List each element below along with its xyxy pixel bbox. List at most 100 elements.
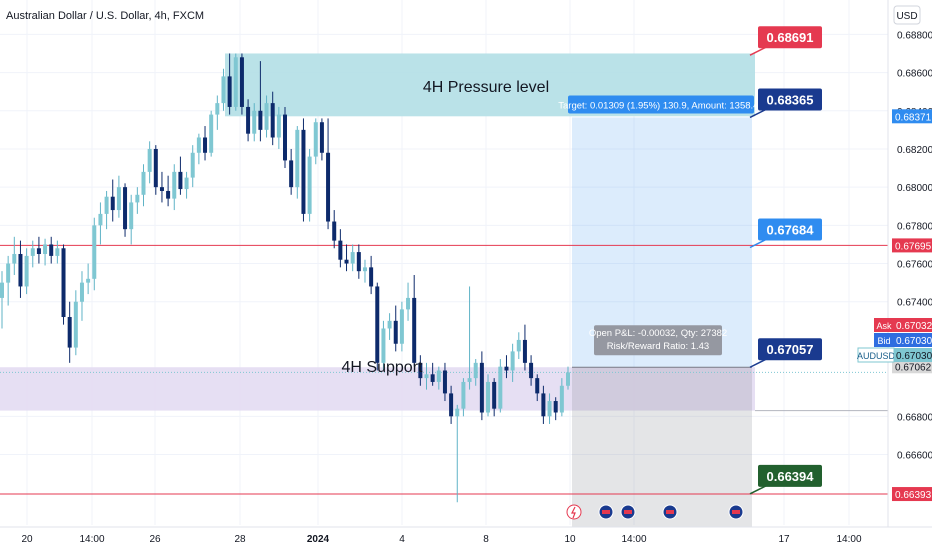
candle-body xyxy=(49,244,54,256)
ask-quote: Ask 0.67032 xyxy=(874,318,932,332)
lightning-icon xyxy=(566,504,582,520)
candle-body xyxy=(86,278,91,283)
flag-event-icon[interactable] xyxy=(598,504,614,520)
callout-box xyxy=(758,218,822,241)
candle-body xyxy=(258,110,263,130)
candle xyxy=(196,133,201,165)
bid-value-bg xyxy=(894,333,932,347)
candle xyxy=(203,126,208,161)
candle xyxy=(246,99,251,142)
price-axis[interactable]: USD0.688000.686000.684000.682000.680000.… xyxy=(857,0,932,550)
callout-box xyxy=(758,464,822,487)
candle xyxy=(449,385,454,424)
candle xyxy=(215,95,220,130)
candle-body xyxy=(399,309,404,344)
candle-body xyxy=(24,255,29,287)
candle xyxy=(227,53,232,115)
candle-body xyxy=(541,393,546,417)
ask-label: Ask xyxy=(876,321,892,331)
candle-body xyxy=(172,171,177,199)
candle-body xyxy=(252,110,257,134)
time-tick-label: 8 xyxy=(483,534,489,545)
candle xyxy=(166,175,171,207)
candle-body xyxy=(547,401,552,417)
price-tick-label: 0.68200 xyxy=(897,145,932,156)
time-axis[interactable]: 20 14:00 26 28 2024 4 8 10 14:00 17 14:00 xyxy=(0,526,932,550)
candle xyxy=(406,282,411,321)
candle-body xyxy=(233,57,238,107)
candle-body xyxy=(510,351,515,371)
candle-body xyxy=(141,171,146,195)
lightning-event-icon[interactable] xyxy=(566,504,582,520)
candle-body xyxy=(486,381,491,413)
last-price-value: 0.67030 xyxy=(896,351,932,362)
callout-value: 0.66394 xyxy=(767,469,815,484)
price-tick-label: 0.68600 xyxy=(897,69,932,80)
zones-layer xyxy=(0,53,755,411)
candle-body xyxy=(319,122,324,153)
price-tick-label: 0.68800 xyxy=(897,30,932,41)
callout-value: 0.67684 xyxy=(767,223,815,238)
callout-box xyxy=(758,26,822,49)
candle xyxy=(123,183,128,237)
callout-value: 0.67057 xyxy=(767,342,814,357)
flag-event-icon[interactable] xyxy=(728,504,744,520)
rr-text: Risk/Reward Ratio: 1.43 xyxy=(607,341,709,352)
candle-body xyxy=(270,103,275,138)
candle-body xyxy=(289,160,294,188)
candle xyxy=(43,238,48,266)
candle xyxy=(319,118,324,161)
candle xyxy=(559,378,564,417)
time-tick-label: 2024 xyxy=(307,534,330,545)
candle xyxy=(79,271,84,321)
candle xyxy=(221,68,226,111)
time-tick-label: 14:00 xyxy=(836,534,861,545)
candle xyxy=(49,236,54,264)
flag-stripe-icon xyxy=(624,510,632,514)
candle-body xyxy=(492,381,497,409)
candle-body xyxy=(553,401,558,413)
candle-body xyxy=(504,366,509,371)
candle-body xyxy=(67,317,72,348)
candle-body xyxy=(362,267,367,272)
candle xyxy=(326,118,331,230)
callout-value: 0.68691 xyxy=(767,30,814,45)
currency-button[interactable]: USD xyxy=(893,5,921,25)
candle xyxy=(566,366,570,390)
pnl-info-label: Open P&L: -0.00032, Qty: 27382 Risk/Rewar… xyxy=(589,325,727,356)
candle-body xyxy=(535,378,540,394)
bid-label: Bid xyxy=(877,336,890,346)
candle-body xyxy=(522,339,527,363)
axis-badge-text: 0.68371 xyxy=(895,112,932,123)
candle-body xyxy=(135,194,140,203)
candle xyxy=(270,91,275,146)
candle xyxy=(30,240,35,268)
time-tick-label: 17 xyxy=(778,534,790,545)
candle-body xyxy=(215,103,220,115)
candle-body xyxy=(166,190,171,199)
candle xyxy=(307,148,312,222)
candle xyxy=(338,229,343,268)
candle xyxy=(295,126,300,199)
pnl-info-bg xyxy=(594,325,722,356)
candle xyxy=(233,53,238,111)
event-markers-layer[interactable] xyxy=(566,504,744,520)
candle xyxy=(350,244,355,272)
flag-stripe-icon xyxy=(602,510,610,514)
candle-body xyxy=(455,408,460,417)
last-price-quote: AUDUSD 0.67030 xyxy=(857,347,932,363)
price-tick-label: 0.67600 xyxy=(897,260,932,271)
candle xyxy=(313,118,318,165)
candle-body xyxy=(350,252,355,264)
price-callout: 0.67057 xyxy=(749,338,822,368)
flag-event-icon[interactable] xyxy=(662,504,678,520)
flag-event-icon[interactable] xyxy=(620,504,636,520)
axis-price-badge xyxy=(892,487,932,502)
time-tick-label: 4 xyxy=(399,534,405,545)
candle-body xyxy=(313,122,318,157)
callout-box xyxy=(758,88,822,111)
candle-body xyxy=(412,297,417,363)
time-tick-label: 28 xyxy=(234,534,246,545)
candle xyxy=(393,305,398,352)
